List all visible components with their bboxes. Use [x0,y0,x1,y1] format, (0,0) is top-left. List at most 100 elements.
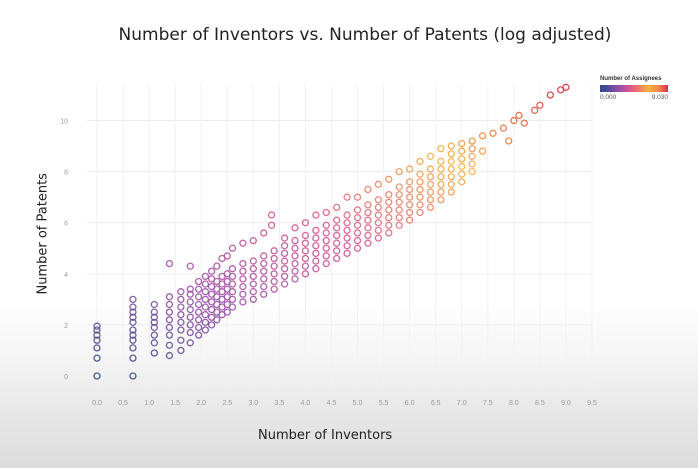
data-point [437,144,445,153]
data-point [312,265,320,273]
data-point [291,236,299,245]
data-point [129,354,137,362]
data-point [177,318,185,327]
data-point [374,180,383,189]
data-point [385,221,393,229]
data-point [374,219,383,227]
data-point [228,288,237,296]
data-point [194,285,203,293]
data-point [129,318,137,327]
data-point [270,270,278,278]
data-point [129,344,137,352]
data-point [416,201,424,209]
data-point [186,339,194,347]
data-point [458,178,466,186]
data-point [150,323,158,332]
x-tick-label: 2.5 [222,400,232,407]
data-point [129,303,137,311]
data-point [301,262,310,270]
data-point [536,101,544,109]
data-point [416,193,424,201]
data-point [374,211,383,219]
x-tick-label: 4.0 [301,400,311,407]
legend-min-label: 0.000 [600,94,617,101]
data-point [260,259,268,268]
data-point [353,193,362,201]
data-point [207,267,216,275]
data-point [405,185,414,194]
data-point [239,282,247,291]
data-point [186,285,194,293]
data-point [504,137,513,145]
data-point [223,252,231,260]
data-point [374,203,383,212]
data-point [353,213,362,222]
data-point [165,300,174,309]
data-point [213,262,221,270]
data-point [239,267,247,275]
data-point [228,265,237,273]
data-point [207,321,216,329]
data-point [333,216,341,224]
data-point [177,336,185,344]
data-point [239,290,247,298]
data-point [280,280,289,288]
data-point [177,311,185,319]
data-point [194,323,203,332]
data-point [395,198,403,206]
data-point [426,152,435,160]
data-point [478,132,487,140]
data-point [468,144,476,153]
data-point [322,221,330,229]
data-point [201,318,210,327]
data-point [239,275,247,283]
data-point [458,170,466,178]
data-point [405,201,414,209]
data-point [228,272,237,281]
y-tick-label: 8 [64,170,68,177]
data-point [322,208,330,217]
data-point [165,331,174,339]
data-point [395,206,403,214]
data-point [301,247,310,255]
data-point [177,288,185,296]
x-tick-label: 6.5 [431,400,441,407]
data-point [301,270,310,278]
data-point [333,247,341,255]
y-tick-label: 10 [60,119,68,126]
data-point [322,259,330,268]
data-point [374,196,383,204]
data-point [280,257,289,265]
data-point [426,165,435,173]
data-point [194,277,203,286]
data-point [447,142,455,150]
data-point [280,242,289,250]
data-point [93,344,101,352]
data-point [458,147,466,155]
data-point [353,221,362,229]
x-axis-label: Number of Inventors [258,428,393,443]
data-point [291,267,299,275]
data-point [186,321,194,329]
y-tick-label: 4 [64,272,68,279]
data-point [405,193,414,201]
data-point [93,372,101,380]
data-point [129,336,137,344]
data-point [426,173,435,181]
data-point [165,259,174,268]
data-point [201,288,210,296]
x-tick-label: 9.5 [587,400,597,407]
data-point [280,234,289,242]
data-point [249,272,257,281]
data-point [395,190,403,199]
data-point [478,147,487,155]
data-point [426,180,435,189]
data-point [405,216,414,224]
data-point [201,280,210,288]
data-point [301,219,310,227]
data-point [343,242,351,250]
data-point [447,165,455,173]
data-point [177,346,185,355]
data-point [301,239,310,247]
